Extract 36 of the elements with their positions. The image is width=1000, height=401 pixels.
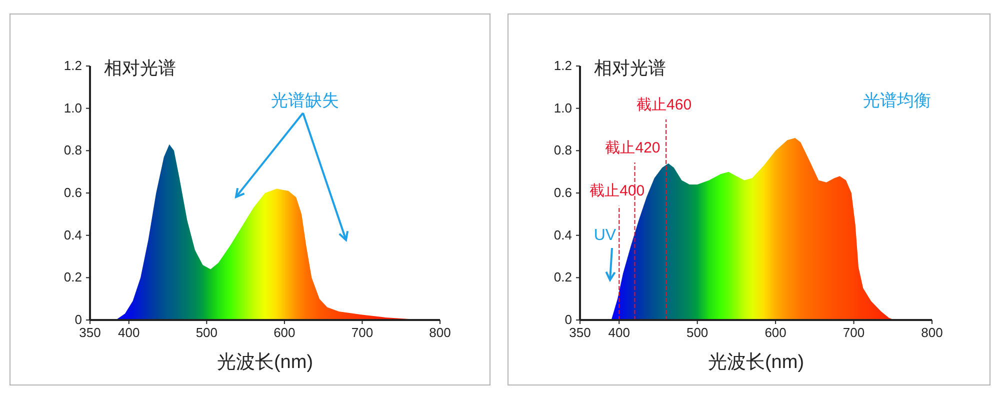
y-tick-label: 0.2 [554,270,572,285]
y-tick-label: 1.0 [554,100,572,116]
y-tick-label: 0.4 [64,227,82,242]
y-tick-label: 1.2 [64,58,82,73]
annotation: UV [594,227,616,244]
x-tick-label: 600 [764,325,786,340]
x-tick-label: 700 [842,325,865,340]
x-tick-label: 800 [429,325,451,340]
y-tick-label: 0.6 [554,185,572,200]
y-tick-label: 0.8 [554,142,572,158]
x-tick-label: 500 [196,325,218,340]
y-tick-label: 0 [74,312,82,327]
x-tick-label: 350 [79,325,101,340]
annotation: 光谱缺失 [271,91,339,110]
x-tick-label: 600 [274,325,296,340]
y-tick-label: 1.0 [64,100,82,116]
x-tick-label: 800 [921,325,943,340]
x-axis-title: 光波长(nm) [216,352,314,373]
y-tick-label: 0.6 [64,185,82,200]
x-axis-title: 光波长(nm) [708,352,804,373]
ref-line-label: 截止400 [590,182,645,200]
y-tick-label: 0.4 [554,227,572,242]
y-tick-label: 0.8 [64,142,82,158]
x-tick-label: 700 [351,325,374,340]
x-tick-label: 350 [569,325,591,340]
y-tick-label: 0.2 [64,270,82,285]
y-axis-title: 相对光谱 [104,58,176,78]
y-axis-title: 相对光谱 [594,58,666,78]
y-tick-label: 1.2 [554,58,572,73]
x-tick-label: 400 [608,325,630,340]
x-tick-label: 400 [118,325,140,340]
annotation: 光谱均衡 [863,91,931,110]
ref-line-label: 截止460 [636,96,692,114]
x-tick-label: 500 [686,325,708,340]
ref-line-label: 截止420 [605,140,660,157]
y-tick-label: 0 [564,312,572,327]
